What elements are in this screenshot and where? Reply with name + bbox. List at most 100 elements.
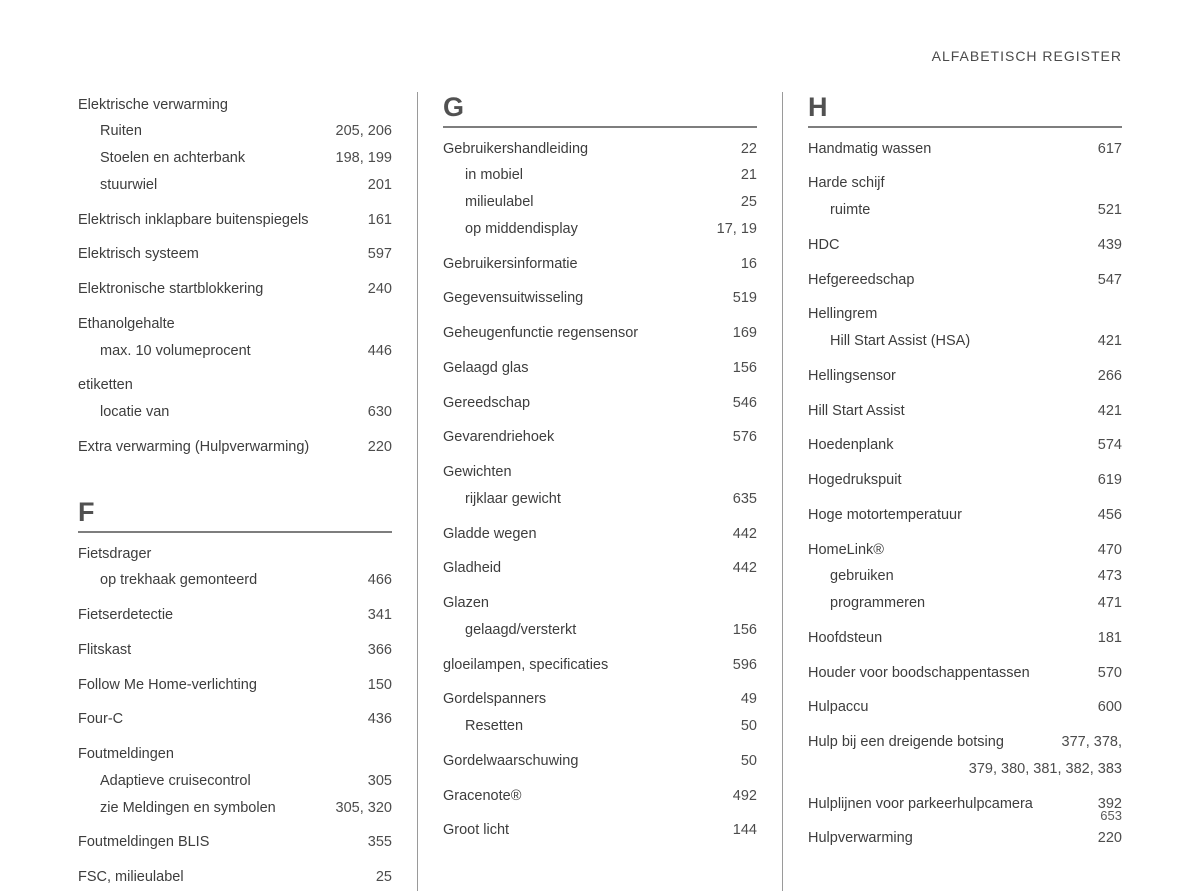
entry-gap <box>443 775 757 783</box>
index-column: GGebruikershandleiding22in mobiel21milie… <box>418 92 782 891</box>
index-entry-label: Gereedschap <box>443 393 733 415</box>
index-entry: etiketten <box>78 373 392 400</box>
index-entry-label: Gewichten <box>443 462 757 484</box>
entry-gap <box>443 810 757 818</box>
page-number: 653 <box>1100 808 1122 823</box>
index-entry-label: Hellingsensor <box>808 366 1098 388</box>
index-subentry: op middendisplay17, 19 <box>443 216 757 243</box>
index-entry: Foutmeldingen <box>78 742 392 769</box>
index-entry: Hill Start Assist421 <box>808 398 1122 425</box>
entry-gap <box>78 664 392 672</box>
index-entry: Hellingsensor266 <box>808 363 1122 390</box>
index-entry-pages: 17, 19 <box>717 219 757 241</box>
index-entry-pages: 266 <box>1098 366 1122 388</box>
index-entry-label: Follow Me Home-verlichting <box>78 675 368 697</box>
index-entry-label: gelaagd/versterkt <box>443 620 733 642</box>
index-entry-pages: 305, 320 <box>336 798 392 820</box>
entry-gap <box>443 313 757 321</box>
index-entry-label: Hefgereedschap <box>808 270 1098 292</box>
index-entry-pages: 421 <box>1098 401 1122 423</box>
index-entry-label: Fietserdetectie <box>78 605 368 627</box>
section-letter: H <box>808 92 1122 123</box>
section-rule <box>808 126 1122 128</box>
index-entry-label: in mobiel <box>443 165 741 187</box>
index-subentry: locatie van630 <box>78 400 392 427</box>
index-entry-label: Four-C <box>78 709 368 731</box>
index-entry-pages: 205, 206 <box>336 121 392 143</box>
entry-gap <box>443 382 757 390</box>
entry-gap <box>808 224 1122 232</box>
index-entry-label: Gebruikersinformatie <box>443 254 741 276</box>
entry-gap <box>808 687 1122 695</box>
entry-gap <box>808 259 1122 267</box>
section-rule <box>443 126 757 128</box>
index-entry-label: etiketten <box>78 375 392 397</box>
index-entry: Ethanolgehalte <box>78 311 392 338</box>
index-entry-label: Hulpverwarming <box>808 828 1098 850</box>
index-subentry: gebruiken473 <box>808 564 1122 591</box>
index-entry-label: Foutmeldingen BLIS <box>78 832 368 854</box>
index-entry: Hoge motortemperatuur456 <box>808 502 1122 529</box>
index-entry: Gevarendriehoek576 <box>443 425 757 452</box>
index-entry-label: Gelaagd glas <box>443 358 733 380</box>
entry-gap <box>808 652 1122 660</box>
index-entry: Flitskast366 <box>78 637 392 664</box>
entry-gap <box>808 390 1122 398</box>
index-entry: Gebruikersinformatie16 <box>443 251 757 278</box>
index-entry: Geheugenfunctie regensensor169 <box>443 321 757 348</box>
index-entry-pages: 446 <box>368 341 392 363</box>
index-entry: Gelaagd glas156 <box>443 355 757 382</box>
index-entry-pages: 355 <box>368 832 392 854</box>
index-entry-label: Gevarendriehoek <box>443 427 733 449</box>
index-subentry: rijklaar gewicht635 <box>443 486 757 513</box>
index-entry-pages: 150 <box>368 675 392 697</box>
index-entry-label: Elektrische verwarming <box>78 95 392 117</box>
index-entry-label: Extra verwarming (Hulpverwarming) <box>78 437 368 459</box>
index-entry-label: op trekhaak gemonteerd <box>78 570 368 592</box>
index-entry-pages: 341 <box>368 605 392 627</box>
index-entry: HDC439 <box>808 232 1122 259</box>
index-entry-label: Elektrisch systeem <box>78 244 368 266</box>
index-entry: FSC, milieulabel25 <box>78 865 392 891</box>
index-entry-label: Gegevensuitwisseling <box>443 288 733 310</box>
index-entry: Gladheid442 <box>443 556 757 583</box>
index-entry: Gereedschap546 <box>443 390 757 417</box>
index-entry-label: gloeilampen, specificaties <box>443 655 733 677</box>
index-entry-pages: 198, 199 <box>336 148 392 170</box>
index-entry-pages: 473 <box>1098 566 1122 588</box>
index-subentry: zie Meldingen en symbolen305, 320 <box>78 795 392 822</box>
entry-gap <box>78 822 392 830</box>
index-entry-label: stuurwiel <box>78 175 368 197</box>
index-entry-pages: 21 <box>741 165 757 187</box>
index-entry-pages: 597 <box>368 244 392 266</box>
index-entry-label: FSC, milieulabel <box>78 867 376 889</box>
index-entry-label: HDC <box>808 235 1098 257</box>
index-entry-pages: 442 <box>733 558 757 580</box>
index-subentry: Resetten50 <box>443 714 757 741</box>
index-entry-label: Hogedrukspuit <box>808 470 1098 492</box>
index-entry-label: Hulplijnen voor parkeerhulpcamera <box>808 794 1098 816</box>
index-entry-label: Hill Start Assist (HSA) <box>808 331 1098 353</box>
index-entry-pages: 50 <box>741 716 757 738</box>
index-entry-pages: 50 <box>741 751 757 773</box>
index-entry-label: Gebruikershandleiding <box>443 139 741 161</box>
index-entry-pages: 617 <box>1098 139 1122 161</box>
index-entry: gloeilampen, specificaties596 <box>443 652 757 679</box>
index-entry-label: Houder voor boodschappentassen <box>808 663 1098 685</box>
entry-gap <box>78 269 392 277</box>
index-entry: Fietsdrager <box>78 541 392 568</box>
entry-gap <box>78 629 392 637</box>
entry-gap <box>443 452 757 460</box>
entry-gap <box>443 278 757 286</box>
index-entry: Handmatig wassen617 <box>808 136 1122 163</box>
index-entry-label: Hoofdsteun <box>808 628 1098 650</box>
index-entry-pages: 240 <box>368 279 392 301</box>
index-entry-label: rijklaar gewicht <box>443 489 733 511</box>
index-entry: Gewichten <box>443 460 757 487</box>
index-entry-pages: 22 <box>741 139 757 161</box>
entry-gap <box>78 595 392 603</box>
entry-gap <box>808 355 1122 363</box>
section-letter: G <box>443 92 757 123</box>
index-entry-label: HomeLink® <box>808 540 1098 562</box>
index-entry-pages: 169 <box>733 323 757 345</box>
